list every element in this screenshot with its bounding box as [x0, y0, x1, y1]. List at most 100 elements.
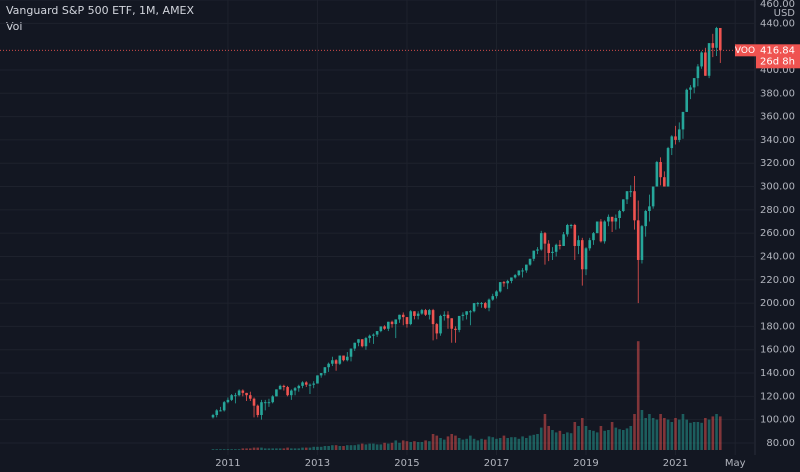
- candle-body: [409, 311, 412, 325]
- candle-body: [357, 339, 360, 343]
- candle-body: [331, 360, 334, 364]
- volume-bar: [707, 419, 711, 450]
- volume-bar: [420, 442, 424, 450]
- volume-bar: [510, 437, 513, 450]
- volume-bar: [226, 449, 230, 450]
- volume-bar: [316, 446, 319, 450]
- candle-body: [219, 410, 222, 412]
- volume-bar: [446, 436, 450, 450]
- volume-bar: [331, 445, 334, 450]
- volume-bar: [413, 441, 416, 450]
- candle-body: [334, 360, 338, 364]
- volume-bar: [543, 414, 547, 450]
- volume-bar: [375, 444, 379, 450]
- volume-bar: [297, 448, 301, 450]
- volume-bar: [506, 438, 509, 450]
- volume-bar: [666, 419, 670, 450]
- candle-body: [622, 199, 625, 212]
- candle-body: [580, 240, 584, 270]
- candle-body: [707, 43, 711, 76]
- volume-bar: [521, 436, 524, 450]
- volume-bar: [383, 442, 386, 450]
- volume-bar: [416, 442, 420, 450]
- y-tick-label: 100.00: [760, 415, 795, 426]
- candle-body: [319, 373, 323, 376]
- volume-label: Vol: [6, 20, 22, 33]
- volume-bar: [502, 435, 506, 450]
- y-tick-label: 220.00: [760, 275, 795, 286]
- volume-bar: [241, 448, 245, 450]
- volume-bar: [584, 426, 588, 450]
- volume-bar: [372, 443, 375, 450]
- candle-body: [256, 405, 260, 416]
- volume-bar: [263, 448, 267, 450]
- volume-bar: [379, 444, 383, 450]
- candle-body: [681, 111, 685, 130]
- volume-bar: [517, 438, 521, 450]
- candle-body: [442, 314, 446, 316]
- volume-bar: [577, 426, 580, 450]
- candle-body: [640, 226, 644, 260]
- volume-bar: [301, 447, 304, 450]
- volume-bar: [595, 432, 599, 450]
- volume-bar: [640, 410, 644, 450]
- candle-body: [495, 291, 498, 297]
- volume-bar: [483, 439, 487, 450]
- candle-body: [491, 296, 495, 300]
- volume-bar: [648, 414, 651, 450]
- candle-body: [245, 392, 248, 396]
- volume-bar: [659, 414, 662, 450]
- candle-body: [573, 224, 577, 246]
- volume-bar: [234, 449, 237, 450]
- candle-body: [454, 328, 457, 330]
- y-tick-label: 240.00: [760, 251, 795, 262]
- candle-body: [390, 321, 394, 325]
- candle-body: [249, 395, 252, 399]
- candle-body: [465, 311, 468, 315]
- candle-body: [476, 303, 480, 305]
- candle-body: [554, 244, 558, 252]
- candle-body: [543, 233, 547, 244]
- candle-body: [506, 280, 509, 284]
- volume-bar: [457, 438, 461, 450]
- currency-label: USD: [774, 8, 796, 19]
- candle-body: [416, 313, 420, 316]
- volume-bar: [547, 426, 550, 450]
- volume-bar: [308, 447, 312, 450]
- candle-body: [692, 78, 696, 88]
- volume-bar: [345, 445, 349, 450]
- x-tick-label: 2017: [484, 458, 509, 469]
- candle-body: [368, 335, 371, 339]
- candle-body: [539, 233, 543, 250]
- volume-bar: [685, 419, 689, 450]
- candle-body: [592, 233, 595, 241]
- candle-body: [715, 27, 718, 48]
- candle-body: [648, 206, 651, 212]
- volume-bar: [472, 438, 476, 450]
- candle-body: [599, 221, 603, 242]
- candle-body: [312, 383, 316, 385]
- volume-bar: [319, 446, 323, 450]
- candle-body: [428, 310, 431, 315]
- candle-body: [551, 251, 554, 253]
- candle-body: [323, 367, 327, 374]
- volume-bar: [230, 449, 233, 450]
- candle-body: [472, 303, 476, 312]
- volume-bar: [677, 419, 681, 450]
- candle-body: [528, 258, 532, 265]
- volume-bar: [290, 448, 293, 450]
- candle-body: [360, 339, 364, 347]
- candle-body: [353, 342, 357, 349]
- candle-body: [271, 396, 274, 403]
- volume-bar: [256, 447, 260, 450]
- candle-body: [263, 402, 267, 404]
- y-tick-label: 280.00: [760, 205, 795, 216]
- candle-body: [297, 385, 301, 389]
- volume-bar: [487, 436, 491, 450]
- candle-body: [633, 191, 636, 221]
- volume-bar: [431, 434, 435, 450]
- volume-bar: [681, 414, 685, 450]
- volume-bar: [469, 435, 472, 450]
